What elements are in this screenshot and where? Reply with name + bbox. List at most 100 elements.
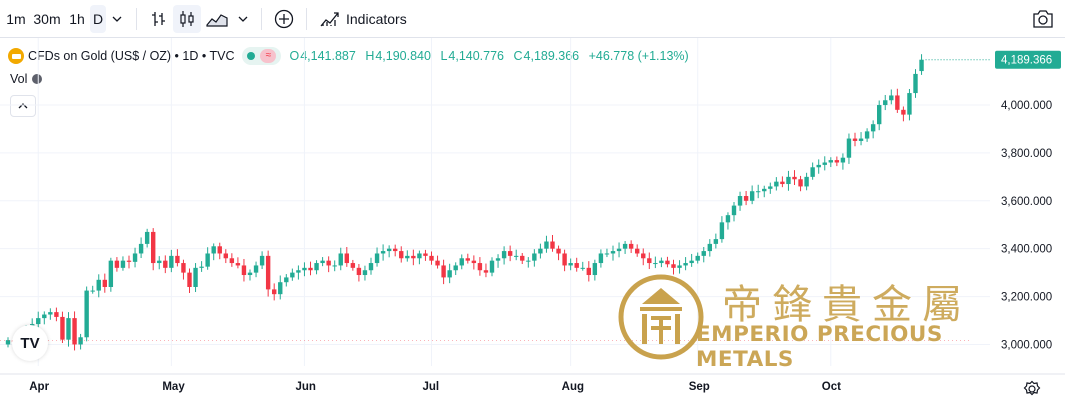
time-tick-label: Jul (423, 381, 440, 393)
candle-body (507, 251, 513, 256)
time-tick-label: Apr (29, 381, 49, 393)
candle-body (278, 282, 283, 295)
candle-body (308, 267, 313, 271)
candle-body (175, 255, 180, 264)
candle-body (895, 95, 900, 110)
ohlc-values: O4,141.887 H4,190.840 L4,140.776 C4,189.… (289, 49, 694, 63)
candle-body (877, 105, 882, 125)
market-open-dot-icon (247, 52, 256, 60)
candle-body (120, 260, 126, 268)
volume-label: Vol (10, 72, 28, 86)
candle-body (326, 260, 331, 266)
candle-body (380, 251, 386, 254)
high-value: 4,190.840 (375, 49, 431, 63)
candle-body (48, 312, 53, 315)
candle-body (713, 239, 719, 244)
candle-body (78, 337, 83, 345)
interval-1m-button[interactable]: 1m (6, 10, 26, 27)
candle-body (477, 263, 483, 271)
open-label: O (289, 49, 300, 63)
candle-body (774, 181, 779, 187)
candle-body (695, 255, 700, 261)
candle-body (864, 131, 870, 139)
interval-30m-button[interactable]: 30m (33, 10, 61, 27)
interval-1h-button[interactable]: 1h (69, 10, 85, 27)
candle-body (780, 181, 785, 185)
emperio-logo-icon (618, 274, 704, 360)
watermark-english-name: EMPERIO PRECIOUS METALS (696, 322, 943, 372)
snapshot-camera-icon[interactable] (1031, 7, 1055, 31)
candle-body (846, 138, 852, 158)
compare-plus-icon[interactable] (270, 5, 298, 33)
candle-body (223, 253, 228, 259)
gold-bar-icon (8, 48, 24, 64)
candle-body (42, 314, 47, 319)
candle-body (453, 265, 458, 271)
emperio-watermark: 帝鋒貴金屬 EMPERIO PRECIOUS METALS (618, 274, 998, 372)
toolbar-divider (261, 7, 262, 30)
candle-body (743, 196, 749, 201)
candle-body (151, 231, 156, 264)
candle-body (362, 270, 368, 276)
time-tick-label: Aug (562, 381, 584, 393)
tradingview-logo[interactable]: TV (12, 325, 48, 361)
candle-body (532, 253, 537, 261)
chart-settings-gear-icon[interactable] (1023, 380, 1041, 398)
candle-body (296, 270, 301, 273)
candle-body (689, 260, 694, 264)
bar-chart-style-icon[interactable] (145, 5, 173, 33)
candle-body (332, 265, 337, 267)
candle-body (429, 255, 434, 261)
candle-body (737, 196, 743, 206)
candle-body (556, 248, 561, 254)
candle-body (719, 222, 725, 240)
candle-body (259, 255, 265, 266)
volume-legend[interactable]: Vol (10, 72, 43, 86)
candle-body (181, 263, 186, 273)
candle-body (54, 312, 59, 317)
candle-body (169, 255, 174, 268)
candle-body (550, 241, 555, 249)
candle-body (320, 260, 325, 264)
symbol-title[interactable]: CFDs on Gold (US$ / OZ) • 1D • TVC (28, 49, 235, 63)
volume-visibility-icon[interactable] (32, 74, 43, 84)
candle-body (483, 270, 489, 273)
candle-body (592, 263, 598, 276)
collapse-legend-button[interactable] (10, 95, 36, 117)
candle-body (804, 176, 809, 187)
candle-body (768, 186, 773, 189)
indicators-button[interactable]: Indicators (315, 5, 411, 33)
candle-body (907, 93, 912, 115)
candle-body (562, 253, 567, 266)
candle-body (653, 263, 658, 265)
close-label: C (513, 49, 523, 63)
candles-chart-style-icon[interactable] (173, 4, 201, 33)
interval-d-button[interactable]: D (90, 4, 106, 33)
market-status-pill[interactable]: ≈ (242, 47, 282, 65)
candle-body (356, 267, 362, 276)
candle-body (265, 255, 271, 290)
top-toolbar: 1m 30m 1h D Indicators (0, 0, 1065, 38)
candle-body (913, 73, 918, 94)
candle-body (731, 205, 737, 216)
candle-body (870, 124, 876, 132)
candle-body (580, 267, 585, 269)
toolbar-divider (306, 7, 307, 30)
candle-body (635, 248, 640, 254)
close-value: 4,189.366 (523, 49, 580, 63)
chart-style-dropdown-chevron-icon[interactable] (233, 5, 253, 33)
candle-body (435, 260, 440, 266)
chevron-up-icon (18, 103, 28, 109)
candle-body (368, 263, 374, 271)
candle-body (598, 253, 604, 264)
candle-body (36, 318, 41, 325)
low-value: 4,140.776 (448, 49, 504, 63)
candle-body (5, 340, 11, 345)
price-chart[interactable]: 3,000.000 3,200.000 3,400.000 3,600.000 3,80… (0, 38, 1065, 404)
candle-body (272, 289, 277, 295)
interval-dropdown-chevron-icon[interactable] (106, 5, 128, 33)
candle-body (138, 243, 144, 254)
area-chart-style-icon[interactable] (201, 5, 233, 33)
candle-body (465, 258, 470, 261)
candle-body (526, 260, 531, 262)
